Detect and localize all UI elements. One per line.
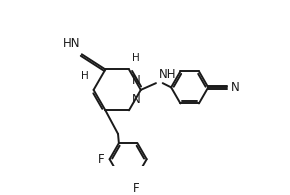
Text: HN: HN: [63, 37, 80, 50]
Text: F: F: [98, 153, 104, 166]
Text: F: F: [133, 182, 139, 195]
Text: N: N: [131, 74, 140, 87]
Text: H: H: [131, 53, 139, 63]
Text: H: H: [81, 71, 88, 82]
Text: N: N: [231, 81, 240, 94]
Text: NH: NH: [159, 68, 176, 82]
Text: N: N: [131, 93, 140, 106]
